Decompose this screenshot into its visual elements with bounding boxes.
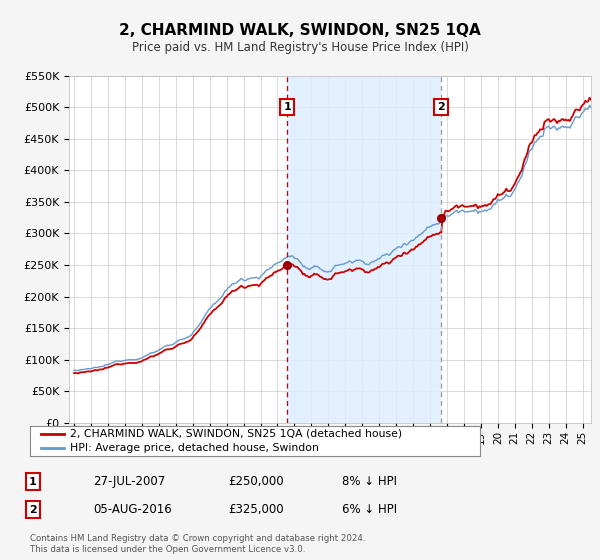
Text: 2: 2 (29, 505, 37, 515)
Bar (287, 76, 441, 423)
Text: HPI: Average price, detached house, Swindon: HPI: Average price, detached house, Swin… (71, 443, 319, 453)
Text: 8% ↓ HPI: 8% ↓ HPI (342, 475, 397, 488)
Text: 27-JUL-2007: 27-JUL-2007 (93, 475, 165, 488)
Text: 2: 2 (437, 102, 445, 112)
Text: 1: 1 (29, 477, 37, 487)
Text: 6% ↓ HPI: 6% ↓ HPI (342, 503, 397, 516)
Text: Contains HM Land Registry data © Crown copyright and database right 2024.: Contains HM Land Registry data © Crown c… (30, 534, 365, 543)
Text: £325,000: £325,000 (228, 503, 284, 516)
Text: £250,000: £250,000 (228, 475, 284, 488)
Text: This data is licensed under the Open Government Licence v3.0.: This data is licensed under the Open Gov… (30, 545, 305, 554)
Text: 2, CHARMIND WALK, SWINDON, SN25 1QA: 2, CHARMIND WALK, SWINDON, SN25 1QA (119, 24, 481, 38)
Text: 1: 1 (283, 102, 291, 112)
Text: Price paid vs. HM Land Registry's House Price Index (HPI): Price paid vs. HM Land Registry's House … (131, 41, 469, 54)
Text: 05-AUG-2016: 05-AUG-2016 (93, 503, 172, 516)
Text: 2, CHARMIND WALK, SWINDON, SN25 1QA (detached house): 2, CHARMIND WALK, SWINDON, SN25 1QA (det… (71, 429, 403, 439)
